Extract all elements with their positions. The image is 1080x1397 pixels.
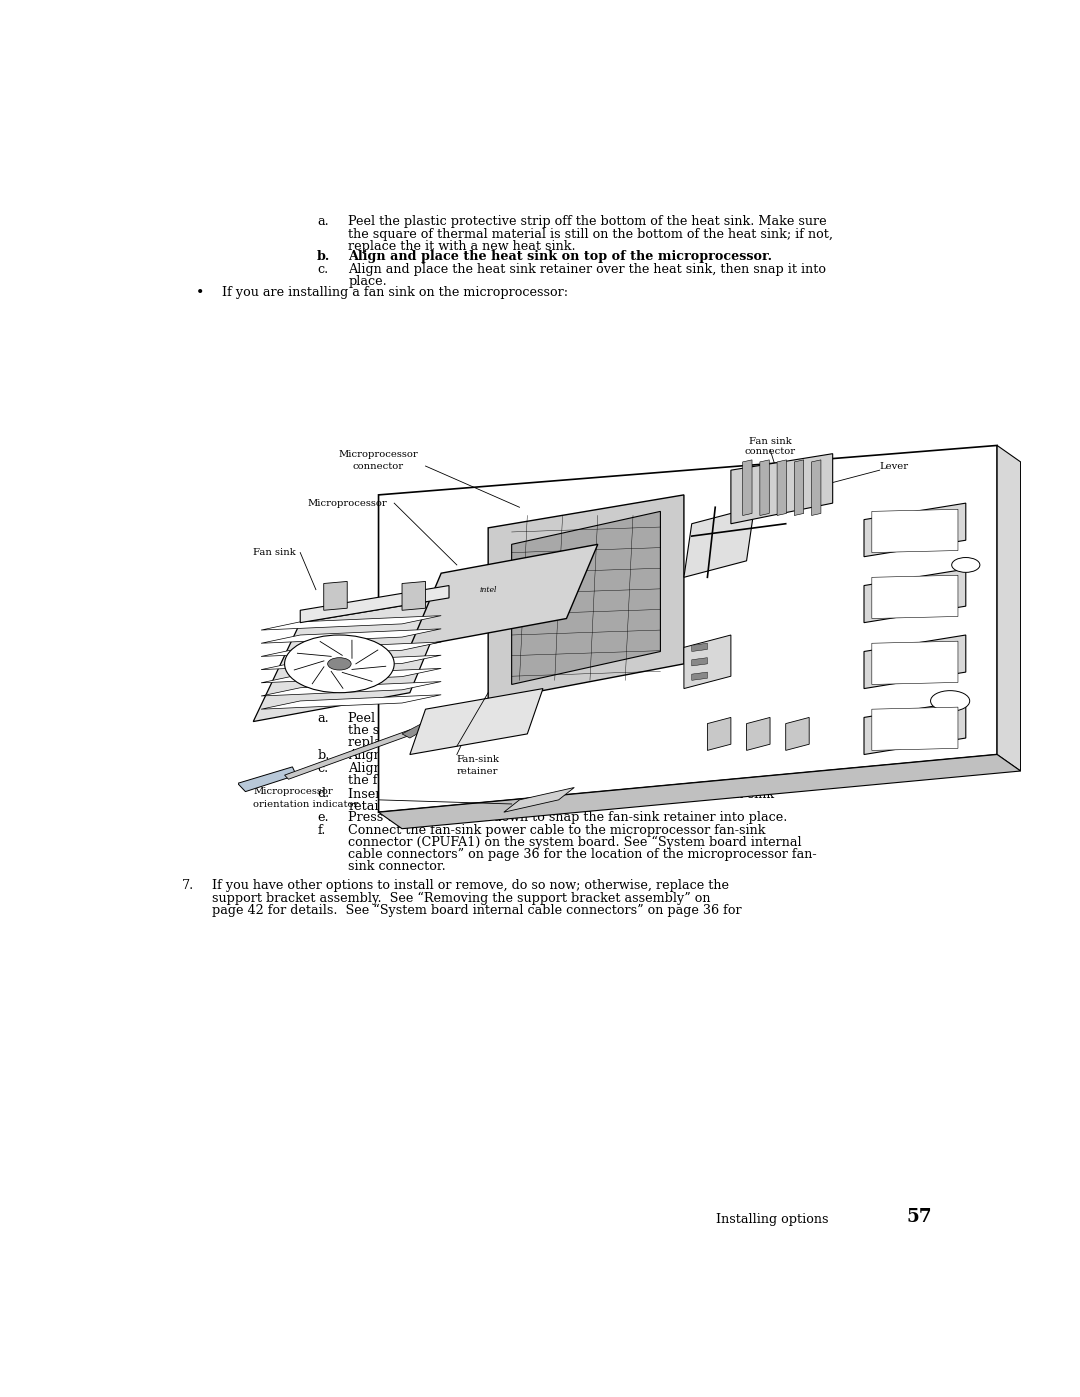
Polygon shape — [684, 636, 731, 689]
Text: f.: f. — [318, 824, 325, 837]
Polygon shape — [261, 694, 441, 710]
Text: 57: 57 — [906, 1208, 932, 1227]
Polygon shape — [300, 585, 449, 623]
Polygon shape — [872, 641, 958, 685]
Polygon shape — [872, 576, 958, 619]
Text: Microprocessor: Microprocessor — [339, 450, 418, 458]
Text: 7.: 7. — [181, 879, 193, 893]
Text: b.: b. — [318, 250, 330, 263]
Text: c.: c. — [318, 263, 328, 277]
Circle shape — [931, 690, 970, 711]
Text: Lever: Lever — [879, 462, 908, 471]
Polygon shape — [872, 510, 958, 553]
Polygon shape — [410, 545, 598, 647]
Text: If you have other options to install or remove, do so now; otherwise, replace th: If you have other options to install or … — [213, 879, 729, 893]
Text: Fan sink: Fan sink — [748, 437, 792, 446]
Polygon shape — [238, 767, 296, 792]
Polygon shape — [324, 581, 348, 610]
Text: support bracket assembly.  See “Removing the support bracket assembly” on: support bracket assembly. See “Removing … — [213, 891, 711, 904]
Text: Align and push the fan-sink retainer through the groove in the center of: Align and push the fan-sink retainer thr… — [348, 763, 812, 775]
Polygon shape — [402, 581, 426, 610]
Polygon shape — [684, 507, 754, 577]
Polygon shape — [261, 655, 441, 669]
Text: Insert a small, flat-bladed screwdriver into the tab on the fan-sink: Insert a small, flat-bladed screwdriver … — [348, 788, 774, 800]
Circle shape — [285, 636, 394, 693]
Text: orientation indicator: orientation indicator — [253, 800, 359, 809]
Text: b.: b. — [318, 749, 329, 761]
Text: retainer: retainer — [457, 767, 498, 775]
Polygon shape — [410, 689, 543, 754]
Polygon shape — [503, 788, 575, 812]
Text: connector: connector — [353, 462, 404, 471]
Text: •: • — [195, 286, 204, 300]
Text: the square of thermal material is still on the bottom of the fan sink; if not,: the square of thermal material is still … — [348, 724, 825, 738]
Text: Fan sink: Fan sink — [253, 549, 296, 557]
Polygon shape — [261, 682, 441, 696]
Polygon shape — [864, 636, 966, 689]
Polygon shape — [743, 460, 752, 515]
Text: Align and place the heat sink retainer over the heat sink, then snap it into: Align and place the heat sink retainer o… — [348, 263, 826, 277]
Polygon shape — [691, 643, 707, 651]
Polygon shape — [691, 672, 707, 680]
Circle shape — [327, 658, 351, 671]
Polygon shape — [731, 454, 833, 524]
Polygon shape — [261, 616, 441, 630]
Text: d.: d. — [318, 788, 329, 800]
Text: Fan-sink: Fan-sink — [457, 754, 500, 764]
Polygon shape — [864, 569, 966, 623]
Polygon shape — [402, 710, 453, 738]
Polygon shape — [691, 658, 707, 666]
Polygon shape — [253, 598, 449, 721]
Polygon shape — [811, 460, 821, 515]
Polygon shape — [261, 643, 441, 657]
Text: retainer.: retainer. — [348, 799, 403, 813]
Text: Connect the fan-sink power cable to the microprocessor fan-sink: Connect the fan-sink power cable to the … — [348, 824, 766, 837]
Text: a.: a. — [318, 215, 329, 228]
Text: Align and place the heat sink on top of the microprocessor.: Align and place the heat sink on top of … — [348, 250, 772, 263]
Text: a.: a. — [318, 712, 329, 725]
Polygon shape — [378, 754, 1021, 828]
Text: sink connector.: sink connector. — [348, 861, 446, 873]
Polygon shape — [261, 668, 441, 683]
Polygon shape — [794, 460, 804, 515]
Text: intel: intel — [480, 585, 497, 594]
Text: the square of thermal material is still on the bottom of the heat sink; if not,: the square of thermal material is still … — [348, 228, 833, 240]
Text: connector: connector — [744, 447, 796, 457]
Text: c.: c. — [318, 763, 328, 775]
Polygon shape — [512, 511, 660, 685]
Text: the fan sink.: the fan sink. — [348, 774, 428, 788]
Text: replace the it with a new heat sink.: replace the it with a new heat sink. — [348, 240, 576, 253]
Polygon shape — [746, 718, 770, 750]
Circle shape — [951, 557, 980, 573]
Text: place.: place. — [348, 275, 387, 288]
Text: cable connectors” on page 36 for the location of the microprocessor fan-: cable connectors” on page 36 for the loc… — [348, 848, 816, 861]
Text: e.: e. — [318, 810, 328, 824]
Polygon shape — [760, 460, 769, 515]
Polygon shape — [997, 446, 1021, 771]
Text: replace the it with a new fan sink.: replace the it with a new fan sink. — [348, 736, 568, 749]
Text: If you are installing a fan sink on the microprocessor:: If you are installing a fan sink on the … — [221, 286, 568, 299]
Polygon shape — [488, 495, 684, 701]
Text: Microprocessor: Microprocessor — [253, 788, 333, 796]
Polygon shape — [285, 729, 414, 780]
Text: connector (CPUFA1) on the system board. See “System board internal: connector (CPUFA1) on the system board. … — [348, 835, 801, 849]
Text: Installing options: Installing options — [716, 1214, 828, 1227]
Polygon shape — [707, 718, 731, 750]
Polygon shape — [785, 718, 809, 750]
Text: Press the screwdriver down to snap the fan-sink retainer into place.: Press the screwdriver down to snap the f… — [348, 810, 787, 824]
Polygon shape — [378, 446, 997, 812]
Text: Peel the plastic protective strip off the bottom of the heat sink. Make sure: Peel the plastic protective strip off th… — [348, 215, 827, 228]
Text: Peel the plastic protective strip off the bottom of the fan sink. Make sure: Peel the plastic protective strip off th… — [348, 712, 819, 725]
Text: Align and place the fan sink on top of the microprocessor.: Align and place the fan sink on top of t… — [348, 749, 721, 761]
Polygon shape — [864, 701, 966, 754]
Polygon shape — [778, 460, 786, 515]
Text: Microprocessor: Microprocessor — [308, 499, 387, 509]
Text: page 42 for details.  See “System board internal cable connectors” on page 36 fo: page 42 for details. See “System board i… — [213, 904, 742, 916]
Polygon shape — [872, 707, 958, 750]
Polygon shape — [261, 629, 441, 643]
Polygon shape — [864, 503, 966, 557]
